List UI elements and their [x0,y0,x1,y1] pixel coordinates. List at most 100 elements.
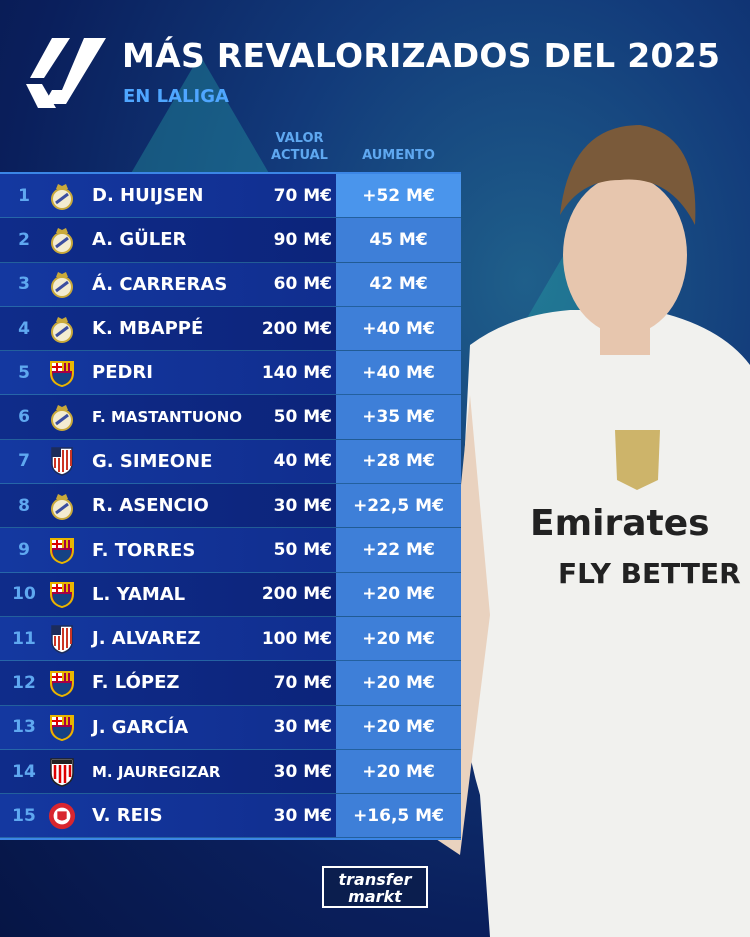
barcelona-crest-icon [48,358,76,388]
value-increase: +16,5 M€ [336,794,461,838]
current-value: 200 M€ [261,584,332,605]
player-name: G. SIMEONE [92,450,213,472]
current-value: 40 M€ [273,451,332,472]
atletico-madrid-crest-icon [48,446,76,477]
player-name: PEDRI [92,362,153,384]
table-row: 12 F. LÓPEZ 70 M€ +20 M€ [0,661,461,706]
player-name: M. JAUREGIZAR [92,762,221,781]
value-increase: +20 M€ [336,705,461,749]
value-increase: +40 M€ [336,306,461,351]
laliga-logo [26,38,106,108]
table-row: 9 F. TORRES 50 M€ +22 M€ [0,528,461,573]
table-row: 7 G. SIMEONE 40 M€ +28 M€ [0,439,461,485]
value-increase: +35 M€ [336,395,461,439]
value-increase: +22 M€ [336,528,461,572]
value-increase: +20 M€ [336,749,461,794]
brand-text: markt [348,887,402,906]
table-row: 14 M. JAUREGIZAR 30 M€ +20 M€ [0,749,461,795]
value-increase: +52 M€ [336,174,461,218]
barcelona-crest-icon [48,535,76,565]
player-name: F. MASTANTUONO [92,408,242,427]
transfermarkt-logo: transfer markt [322,866,428,908]
player-name: V. REIS [92,805,163,827]
player-name: J. ALVAREZ [92,628,201,650]
rank: 4 [18,318,30,339]
brand-text: transfer [338,870,412,889]
value-increase: 42 M€ [336,262,461,306]
current-value: 30 M€ [273,805,332,826]
current-value: 60 M€ [273,274,332,295]
rank: 2 [18,229,30,250]
current-value: 100 M€ [261,628,332,649]
current-value: 200 M€ [261,318,332,339]
value-increase: +40 M€ [336,351,461,395]
rank: 13 [12,717,36,738]
rank: 5 [18,362,30,383]
real-madrid-crest-icon [48,181,76,211]
table-row: 13 J. GARCÍA 30 M€ +20 M€ [0,705,461,750]
rank: 14 [12,761,36,782]
value-increase: +20 M€ [336,616,461,661]
column-header-increase: AUMENTO [362,148,435,163]
rank: 3 [18,274,30,295]
current-value: 50 M€ [273,407,332,428]
rank: 10 [12,584,36,605]
real-madrid-crest-icon [48,314,76,344]
barcelona-crest-icon [48,668,76,698]
table-row: 4 K. MBAPPÉ 200 M€ +40 M€ [0,306,461,352]
barcelona-crest-icon [48,579,76,609]
decor-triangle [130,55,270,175]
column-header-value: VALOR ACTUAL [262,130,337,164]
page-subtitle: EN LALIGA [123,86,229,107]
rank: 9 [18,540,30,561]
current-value: 70 M€ [273,185,332,206]
player-name: A. GÜLER [92,229,187,251]
value-increase: +28 M€ [336,439,461,484]
sponsor-text: Emirates [530,503,710,544]
table-row: 2 A. GÜLER 90 M€ 45 M€ [0,218,461,263]
real-madrid-crest-icon [48,269,76,299]
table-row: 11 J. ALVAREZ 100 M€ +20 M€ [0,616,461,662]
real-madrid-crest-icon [48,225,76,255]
current-value: 140 M€ [261,362,332,383]
player-photo: Emirates FLY BETTER [430,125,750,937]
girona-crest-icon [48,801,76,831]
table-row: 10 L. YAMAL 200 M€ +20 M€ [0,572,461,617]
table-row: 8 R. ASENCIO 30 M€ +22,5 M€ [0,484,461,529]
value-increase: +20 M€ [336,572,461,616]
sponsor-text: FLY BETTER [558,557,741,590]
current-value: 30 M€ [273,495,332,516]
rank: 6 [18,407,30,428]
table-row: 5 PEDRI 140 M€ +40 M€ [0,351,461,396]
table-row: 15 V. REIS 30 M€ +16,5 M€ [0,794,461,839]
page-title: MÁS REVALORIZADOS DEL 2025 [122,36,721,75]
value-increase: +22,5 M€ [336,484,461,528]
header-line: ACTUAL [271,148,328,163]
atletico-madrid-crest-icon [48,624,76,654]
current-value: 30 M€ [273,717,332,738]
rank: 11 [12,628,36,649]
rank: 15 [12,805,36,826]
ranking-table: 1 D. HUIJSEN 70 M€ +52 M€ 2 A. GÜLER 90 M€ 4 5 M… [0,172,461,841]
player-name: F. LÓPEZ [92,672,180,694]
player-name: K. MBAPPÉ [92,318,204,340]
current-value: 50 M€ [273,540,332,561]
rank: 1 [18,185,30,206]
player-name: R. ASENCIO [92,495,209,517]
table-row: 1 D. HUIJSEN 70 M€ +52 M€ [0,174,461,219]
player-name: F. TORRES [92,539,196,561]
real-madrid-crest-icon [48,491,76,521]
real-madrid-crest-icon [48,402,76,432]
current-value: 90 M€ [273,229,332,250]
current-value: 30 M€ [273,761,332,782]
current-value: 70 M€ [273,672,332,693]
athletic-bilbao-crest-icon [48,757,76,787]
rank: 12 [12,672,36,693]
value-increase: +20 M€ [336,661,461,705]
player-name: J. GARCÍA [92,716,189,738]
barcelona-crest-icon [48,712,76,742]
table-row: 6 F. MASTANTUONO 50 M€ +35 M€ [0,395,461,440]
table-row: 3 Á. CARRERAS 60 M€ 42 M€ [0,262,461,307]
rank: 7 [18,451,30,472]
